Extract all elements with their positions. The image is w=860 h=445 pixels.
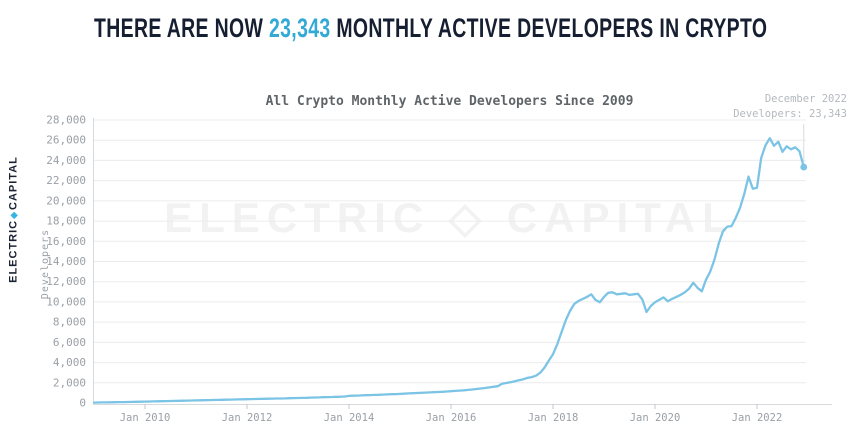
y-tick-label: 24,000	[46, 154, 86, 167]
y-tick-label: 2,000	[53, 376, 86, 389]
y-tick-label: 10,000	[46, 295, 86, 308]
x-tick-label: Jan 2018	[528, 412, 579, 424]
x-tick-label: Jan 2022	[732, 412, 783, 424]
y-tick-label: 16,000	[46, 235, 86, 248]
developers-line	[93, 137, 805, 404]
y-tick-label: 14,000	[46, 255, 86, 268]
y-tick-label: 18,000	[46, 215, 86, 228]
x-tick-label: Jan 2010	[120, 412, 171, 424]
headline-count: 23,343	[268, 13, 331, 43]
annotation-value: Developers: 23,343	[733, 108, 847, 120]
y-tick-label: 20,000	[46, 194, 86, 207]
y-tick-label: 8,000	[53, 316, 86, 329]
endpoint-marker	[800, 163, 808, 171]
y-axis-title: Developers	[40, 228, 51, 300]
x-tick-label: Jan 2012	[222, 412, 273, 424]
y-tick-label: 28,000	[46, 114, 86, 127]
y-tick-label: 12,000	[46, 275, 86, 288]
annotation-date: December 2022	[764, 93, 847, 105]
watermark: ELECTRIC ◇ CAPITAL	[164, 194, 735, 241]
headline-suffix: MONTHLY ACTIVE DEVELOPERS IN CRYPTO	[330, 13, 768, 43]
x-tick-label: Jan 2016	[426, 412, 477, 424]
x-tick-label: Jan 2014	[324, 412, 375, 424]
endpoint-annotation: December 2022 Developers: 23,343	[733, 92, 847, 122]
y-tick-label: 22,000	[46, 174, 86, 187]
headline-prefix: THERE ARE NOW	[94, 13, 269, 43]
chart-title: All Crypto Monthly Active Developers Sin…	[265, 94, 634, 109]
y-tick-label: 6,000	[53, 336, 86, 349]
page-title: THERE ARE NOW 23,343 MONTHLY ACTIVE DEVE…	[94, 13, 767, 44]
x-tick-label: Jan 2020	[630, 412, 681, 424]
y-tick-label: 0	[79, 397, 86, 410]
y-tick-label: 26,000	[46, 134, 86, 147]
y-tick-label: 4,000	[53, 356, 86, 369]
